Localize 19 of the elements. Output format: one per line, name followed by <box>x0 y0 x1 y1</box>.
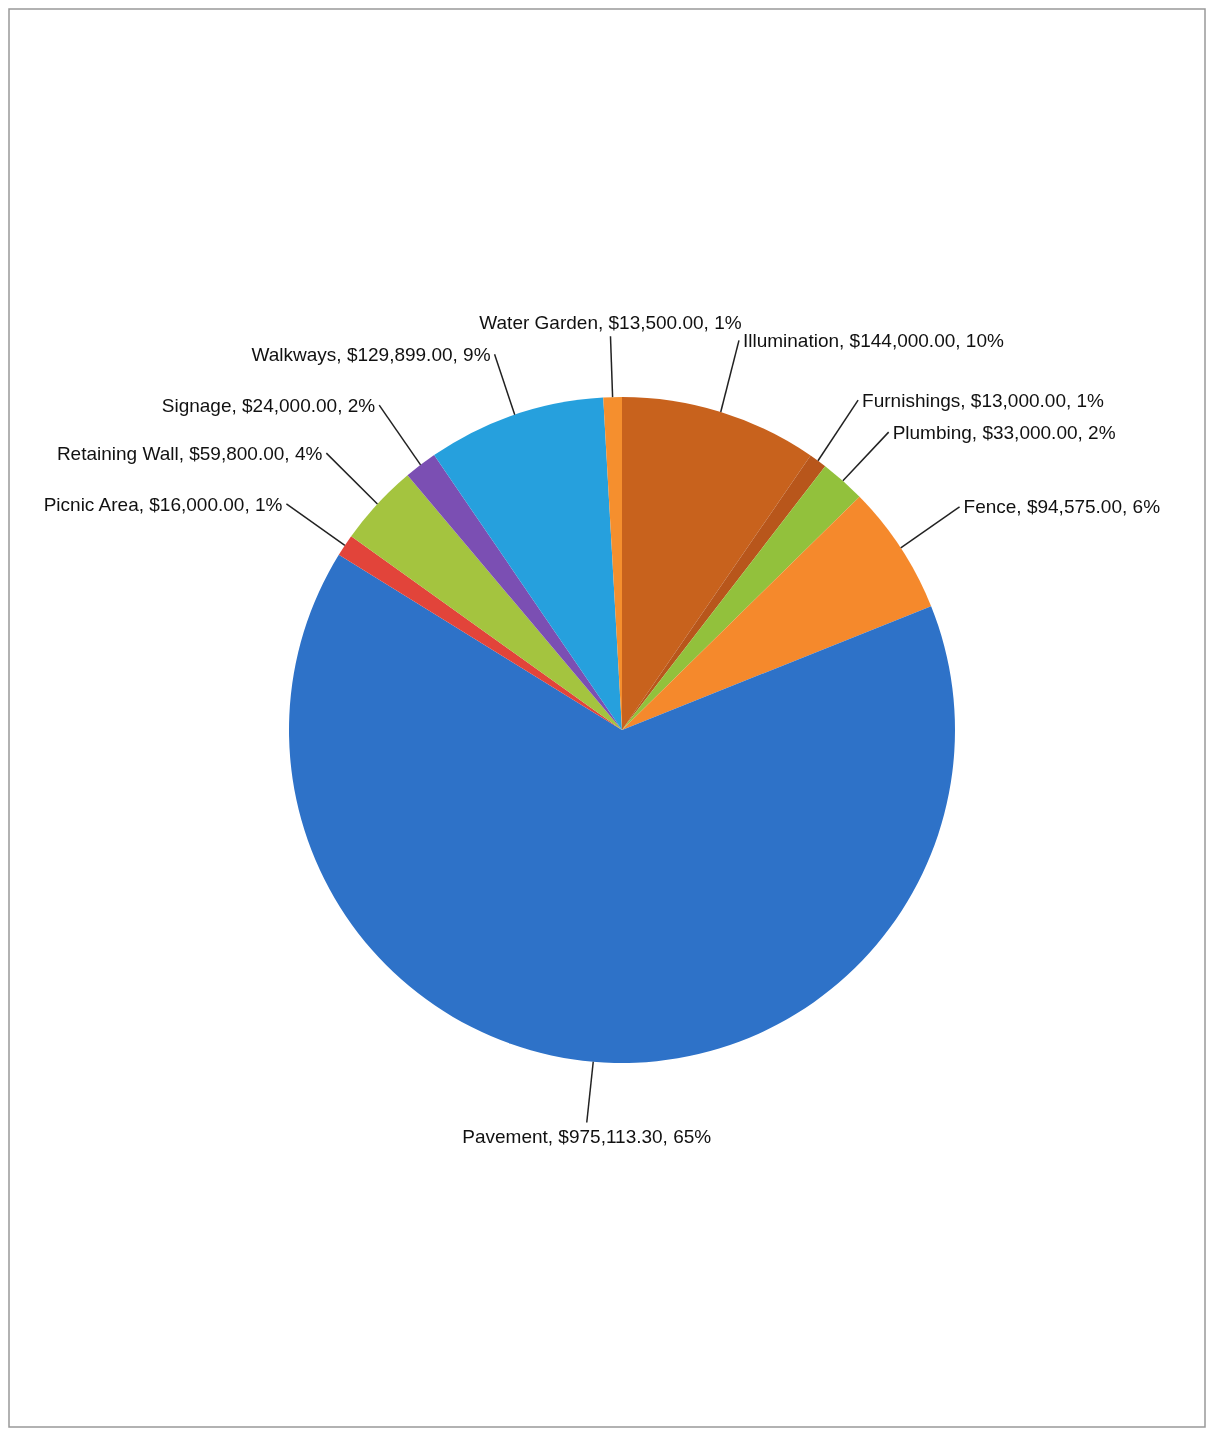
pie-slice <box>622 496 932 730</box>
slice-label: Walkways, $129,899.00, 9% <box>251 343 491 365</box>
slice-label: Illumination, $144,000.00, 10% <box>742 330 1004 351</box>
slice-label: Signage, $24,000.00, 2% <box>161 394 376 416</box>
pie-slice <box>434 397 622 730</box>
slice-label: Picnic Area, $16,000.00, 1% <box>43 493 283 515</box>
pie-slice <box>622 397 811 730</box>
slice-label: Furnishings, $13,000.00, 1% <box>862 389 1105 411</box>
pie-slice <box>351 475 622 730</box>
slice-label: Pavement, $975,113.30, 65% <box>462 1126 712 1148</box>
slice-label: Retaining Wall, $59,800.00, 4% <box>56 442 323 464</box>
pie-slice <box>622 455 826 730</box>
pie-slice <box>338 536 622 730</box>
pie-slice <box>289 554 955 1063</box>
slice-label: Water Garden, $13,500.00, 1% <box>479 311 742 333</box>
slice-label: Fence, $94,575.00, 6% <box>963 496 1161 518</box>
pie-slice <box>622 466 860 730</box>
slice-label: Plumbing, $33,000.00, 2% <box>892 421 1116 443</box>
pie-slice <box>407 455 622 730</box>
